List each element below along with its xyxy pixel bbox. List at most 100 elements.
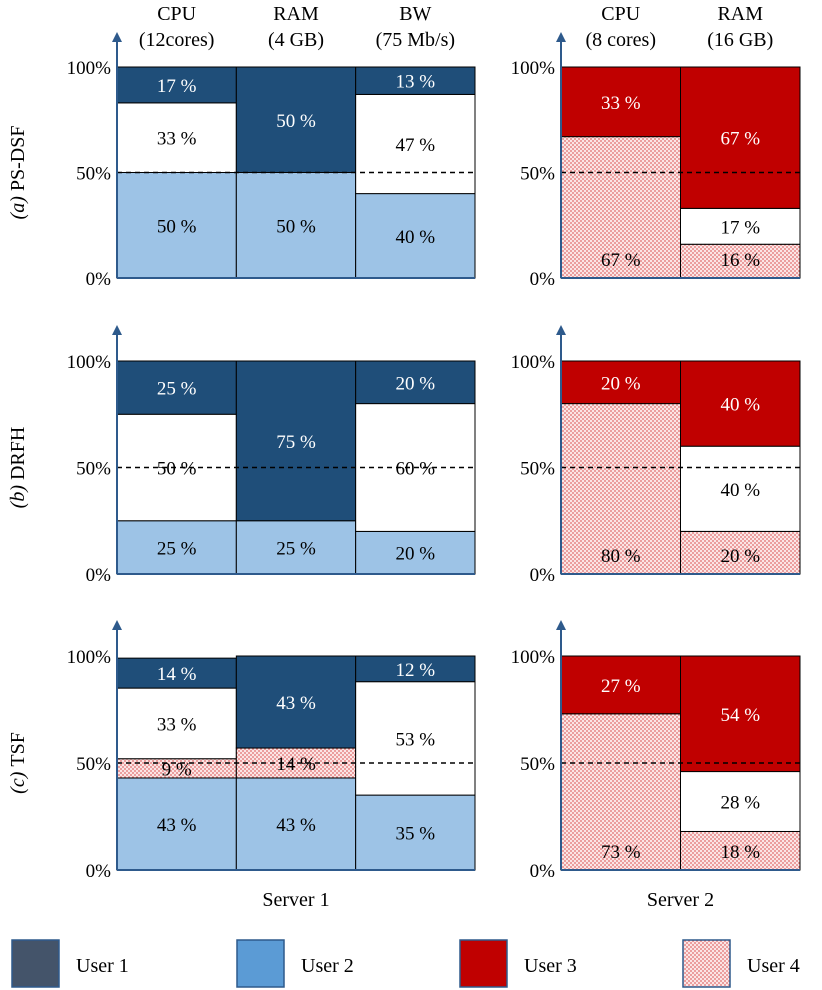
data-label: 50 % — [276, 216, 316, 237]
bar-segment-user4 — [680, 530, 801, 575]
legend-label-user2: User 2 — [301, 955, 354, 977]
bar-segment-user1 — [116, 360, 237, 415]
data-label: 43 % — [276, 815, 316, 836]
data-label: 14 % — [157, 664, 197, 685]
legend-swatch-user3 — [459, 939, 508, 988]
y-tick-label: 100% — [67, 58, 112, 79]
server-label-2: Server 2 — [647, 889, 714, 911]
bar-segment-user1 — [355, 360, 476, 405]
y-tick-label: 50% — [76, 164, 111, 185]
bar-segment-user4 — [560, 136, 681, 279]
bar-segment-none — [116, 102, 237, 173]
row-label-drfh: (b) DRFH — [7, 427, 29, 509]
bar-segment-user1 — [116, 657, 237, 689]
data-label: 43 % — [157, 815, 197, 836]
legend-swatch-user2 — [236, 939, 285, 988]
data-label: 50 % — [276, 111, 316, 132]
data-label: 40 % — [396, 227, 436, 248]
row-label-prefix: (a) — [7, 191, 29, 219]
data-label: 43 % — [276, 693, 316, 714]
bar-segment-user1 — [355, 655, 476, 683]
bar-segment-user4 — [560, 713, 681, 871]
data-label: 53 % — [396, 729, 436, 750]
data-label: 47 % — [396, 135, 436, 156]
bar-segment-user2 — [116, 777, 237, 871]
bar-segment-user3 — [680, 66, 801, 209]
bar-segment-user1 — [235, 66, 357, 173]
data-label: 35 % — [396, 824, 436, 845]
data-label: 20 % — [396, 373, 436, 394]
bar-segment-none — [680, 771, 801, 832]
server-label-1: Server 1 — [262, 889, 329, 911]
y-tick-label: 0% — [530, 269, 556, 290]
bar-segment-user2 — [355, 193, 476, 279]
data-label: 54 % — [720, 705, 760, 726]
bar-segment-user1 — [235, 655, 357, 749]
y-tick-label: 100% — [67, 647, 112, 668]
legend-label-user4: User 4 — [747, 955, 800, 977]
column-header-server1-bw: BW — [399, 3, 431, 25]
data-label: 17 % — [720, 217, 760, 238]
y-tick-label: 50% — [76, 459, 111, 480]
bar-segment-user3 — [560, 655, 681, 715]
data-label: 16 % — [720, 250, 760, 271]
data-label: 13 % — [396, 72, 436, 93]
plot-layer: CPU (12cores) RAM (4 GB) BW (75 Mb/s) CPU (8 co… — [7, 3, 801, 988]
row-label-method: TSF — [7, 732, 29, 766]
bar-segment-none — [680, 207, 801, 245]
y-tick-label: 50% — [520, 459, 555, 480]
data-label: 67 % — [601, 250, 641, 271]
data-label: 50 % — [157, 216, 197, 237]
data-label: 17 % — [157, 76, 197, 97]
data-label: 25 % — [157, 379, 197, 400]
y-axis-arrow — [112, 620, 122, 630]
column-header-server2-ram: RAM — [717, 3, 763, 25]
bar-segment-user2 — [235, 172, 357, 279]
bar-segment-none — [680, 445, 801, 532]
data-label: 20 % — [396, 544, 436, 565]
row-label-tsf: (c) TSF — [7, 732, 29, 794]
y-axis-arrow — [556, 32, 566, 42]
row-label-method: PS-DSF — [7, 126, 29, 192]
y-tick-label: 50% — [76, 754, 111, 775]
column-capacity-server2-ram: (16 GB) — [707, 29, 773, 51]
row-label-method: DRFH — [7, 427, 29, 480]
data-label: 25 % — [157, 538, 197, 559]
data-label: 50 % — [157, 459, 197, 480]
data-label: 33 % — [601, 93, 641, 114]
legend-swatch-user4 — [682, 939, 731, 988]
data-label: 33 % — [157, 129, 197, 150]
bar-segment-user2 — [116, 172, 237, 279]
bar-segment-none — [116, 687, 237, 760]
y-axis-arrow — [556, 325, 566, 335]
y-tick-label: 0% — [86, 269, 112, 290]
column-capacity-server1-bw: (75 Mb/s) — [376, 29, 455, 51]
data-label: 18 % — [720, 842, 760, 863]
data-label: 12 % — [396, 660, 436, 681]
bar-segment-user3 — [560, 360, 681, 405]
data-label: 40 % — [720, 480, 760, 501]
data-label: 28 % — [720, 793, 760, 814]
column-capacity-server1-ram: (4 GB) — [268, 29, 324, 51]
y-tick-label: 100% — [511, 352, 556, 373]
y-tick-label: 50% — [520, 164, 555, 185]
data-label: 27 % — [601, 676, 641, 697]
bar-segment-user4 — [680, 243, 801, 279]
bar-segment-user2 — [235, 777, 357, 871]
column-capacity-server1-cpu: (12cores) — [139, 29, 215, 51]
bar-segment-user3 — [680, 360, 801, 447]
column-header-server2-cpu: CPU — [601, 3, 640, 25]
y-tick-label: 100% — [511, 647, 556, 668]
y-tick-label: 0% — [86, 565, 112, 586]
y-tick-label: 0% — [86, 861, 112, 882]
bar-segment-user1 — [355, 66, 476, 95]
bar-segment-user2 — [235, 520, 357, 575]
legend-swatch-user1 — [11, 939, 60, 988]
column-capacity-server2-cpu: (8 cores) — [585, 29, 656, 51]
bar-segment-none — [355, 681, 476, 796]
data-label: 20 % — [601, 373, 641, 394]
y-tick-label: 100% — [511, 58, 556, 79]
row-label-ps-dsf: (a) PS-DSF — [7, 126, 29, 220]
legend-label-user1: User 1 — [76, 955, 129, 977]
